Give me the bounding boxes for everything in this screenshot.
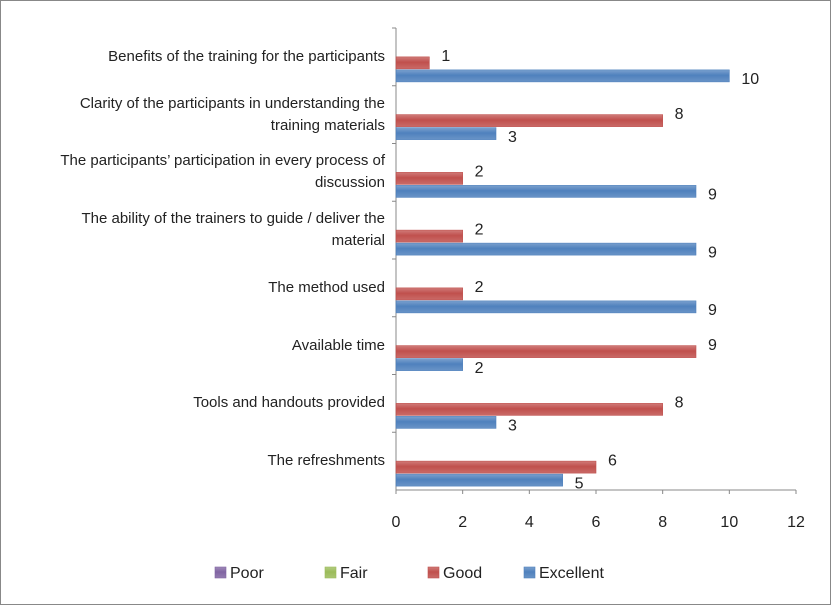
legend-swatch [523, 566, 536, 579]
value-label: 1 [441, 48, 450, 65]
legend-label: Fair [340, 565, 368, 582]
bar [395, 127, 497, 140]
category-label: Benefits of the training for the partici… [108, 47, 385, 65]
bar [395, 114, 663, 127]
x-tick-label: 0 [392, 514, 401, 531]
bar [395, 300, 697, 314]
bar [395, 242, 697, 256]
bar [395, 403, 663, 416]
value-label: 2 [475, 221, 484, 238]
value-label: 2 [475, 164, 484, 181]
bar [395, 56, 430, 70]
bar [395, 185, 697, 198]
category-label: The ability of the trainers to guide / d… [81, 210, 385, 250]
category-label: Tools and handouts provided [193, 394, 385, 412]
category-label: Available time [291, 336, 385, 354]
x-tick-label: 2 [458, 514, 467, 531]
category-label: Clarity of the participants in understan… [79, 94, 385, 134]
legend-swatch [214, 566, 227, 579]
category-label: The refreshments [267, 452, 385, 470]
x-tick-label: 6 [592, 514, 601, 531]
value-label: 9 [708, 244, 717, 261]
bar [395, 287, 463, 301]
value-label: 6 [608, 452, 617, 469]
value-label: 3 [508, 418, 517, 435]
legend-label: Excellent [539, 565, 604, 582]
bar [395, 416, 497, 429]
value-label: 10 [741, 71, 759, 88]
bar [395, 229, 463, 243]
legend-label: Good [443, 565, 482, 582]
x-tick-label: 8 [658, 514, 667, 531]
bar [395, 358, 463, 371]
category-label: The participants’ participation in every… [60, 152, 385, 192]
value-label: 2 [475, 360, 484, 377]
value-label: 9 [708, 187, 717, 204]
value-label: 5 [575, 475, 584, 492]
value-label: 9 [708, 337, 717, 354]
value-label: 3 [508, 129, 517, 146]
value-label: 8 [675, 395, 684, 412]
value-label: 9 [708, 302, 717, 319]
legend-label: Poor [230, 565, 264, 582]
legend-swatch [427, 566, 440, 579]
x-tick-label: 4 [525, 514, 534, 531]
bar [395, 345, 697, 358]
bar [395, 473, 563, 487]
value-label: 8 [675, 106, 684, 123]
x-tick-label: 12 [787, 514, 805, 531]
bar [395, 172, 463, 185]
bar [395, 69, 730, 83]
value-label: 2 [475, 279, 484, 296]
bar [395, 460, 597, 474]
x-tick-label: 10 [720, 514, 738, 531]
category-label: The method used [268, 278, 385, 296]
legend-swatch [324, 566, 337, 579]
